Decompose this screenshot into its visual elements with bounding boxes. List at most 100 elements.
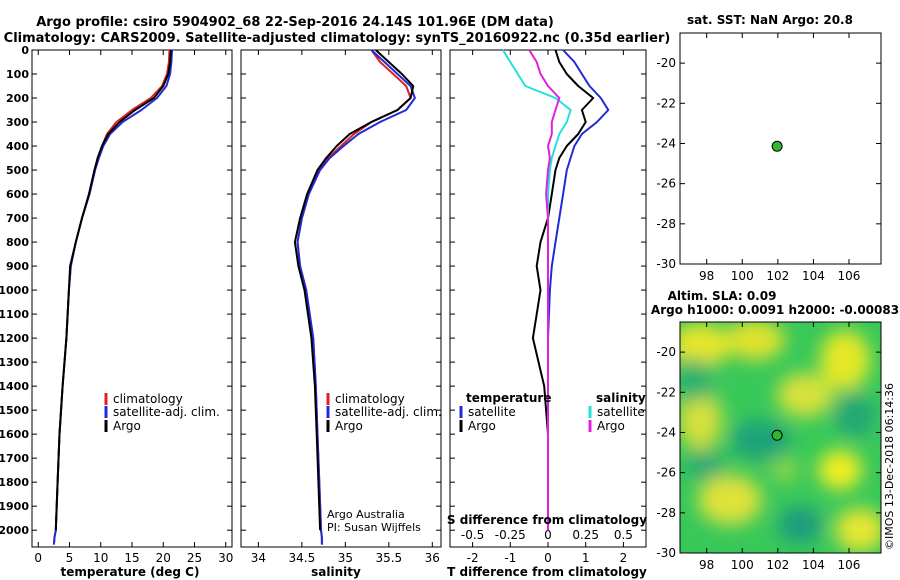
salinity-lines (293, 49, 416, 545)
depth-tick-label: 1900 (0, 500, 29, 513)
sla-map-axes: 98 100 102 104 106 -20 -22 -24 -26 -28 -30 (656, 322, 881, 572)
credit-line-1: Argo Australia (327, 508, 405, 521)
sla-map-x-tick-label: 102 (766, 558, 789, 572)
salinity-x-axis: 34 34.5 35 35.5 36 (241, 49, 441, 565)
location-map-panel: sat. SST: NaN Argo: 20.8 98 100 102 104 106 -… (656, 13, 882, 283)
difference-lines (501, 49, 610, 531)
salinity-tick-label: 35 (338, 551, 353, 565)
depth-tick-label: 1600 (0, 428, 29, 441)
depth-tick-label: 1700 (0, 452, 29, 465)
depth-tick-label: 1800 (0, 476, 29, 489)
imos-credit: ©IMOS 13-Dec-2018 06:14:36 (883, 383, 896, 550)
sla-map-panel: Altim. SLA: 0.09 Argo h1000: 0.0091 h200… (651, 289, 899, 572)
location-map-x-tick-label: 106 (838, 269, 861, 283)
s-difference-tick-label: 0 (544, 528, 552, 542)
sla-blob (820, 330, 870, 390)
location-map-y-tick-label: -24 (656, 136, 676, 150)
difference-panel: -2 -1 0 1 2 -0.5 -0.25 0 0.25 0.5 temperature sa… (447, 49, 647, 579)
legend-title-salinity: salinity (596, 391, 646, 405)
depth-tick-label: 1300 (0, 356, 29, 369)
sla-blob (835, 508, 881, 552)
difference-tick-label: 1 (582, 551, 590, 565)
salinity-panel: 34 34.5 35 35.5 36 climatology satellite-adj… (240, 49, 442, 579)
sla-map-x-tick-label: 100 (731, 558, 754, 572)
sla-map-x-tick-label: 98 (699, 558, 714, 572)
sla-blob (777, 373, 833, 417)
argo-position-marker (771, 429, 783, 441)
salinity-x-label: salinity (311, 565, 361, 579)
depth-tick-label: 2000 (0, 524, 29, 537)
legend-label-satellite: satellite-adj. clim. (113, 405, 220, 419)
sla-map-y-tick-label: -20 (656, 345, 676, 359)
difference-x-axis: -2 -1 0 1 2 (450, 49, 646, 565)
location-map-y-tick-label: -26 (656, 177, 676, 191)
temperature-plot-frame (31, 49, 233, 548)
legend-label-argo: Argo (113, 419, 141, 433)
legend-label-climatology: climatology (113, 392, 183, 406)
series-line-argo (293, 49, 415, 531)
depth-tick-label: 900 (6, 260, 29, 273)
location-map-y-tick-label: -30 (656, 257, 676, 271)
title-line-2: Climatology: CARS2009. Satellite-adjuste… (4, 31, 671, 46)
depth-tick-label: 1100 (0, 308, 29, 321)
location-map-x-tick-label: 98 (699, 269, 714, 283)
sla-blob (680, 358, 713, 402)
difference-tick-label: -1 (504, 551, 516, 565)
salinity-legend: climatology satellite-adj. clim. Argo (326, 392, 442, 433)
sla-blob (818, 450, 862, 490)
sla-map-y-tick-label: -24 (656, 425, 676, 439)
temperature-tick-label: 0 (34, 551, 42, 565)
location-map-y-tick-label: -22 (656, 96, 676, 110)
legend-label-climatology: climatology (335, 392, 405, 406)
salinity-tick-label: 34 (251, 551, 266, 565)
s-difference-label: S difference from climatology (447, 513, 647, 527)
depth-tick-label: 500 (6, 164, 29, 177)
s-difference-tick-label: 0.25 (572, 528, 599, 542)
series-line-t-argo (531, 49, 595, 531)
temperature-tick-label: 5 (66, 551, 74, 565)
salinity-plot-frame (240, 49, 442, 548)
sla-map-y-tick-label: -22 (656, 385, 676, 399)
location-map-points (771, 140, 783, 152)
s-difference-tick-label: -0.5 (461, 528, 484, 542)
sla-blob (835, 393, 875, 437)
sla-map-y-tick-label: -28 (656, 506, 676, 520)
temperature-tick-label: 15 (124, 551, 139, 565)
series-line-argo (54, 49, 172, 531)
sla-map-y-tick-label: -26 (656, 466, 676, 480)
legend-label-argo: Argo (335, 419, 363, 433)
s-difference-tick-label: 0.5 (614, 528, 633, 542)
sla-blobs (680, 322, 881, 552)
sla-map-points (771, 429, 783, 441)
location-map-axes: 98 100 102 104 106 -20 -22 -24 -26 -28 -30 (656, 33, 881, 283)
depth-tick-label: 400 (6, 140, 29, 153)
series-line-s-argo (528, 49, 561, 531)
salinity-tick-label: 36 (425, 551, 440, 565)
sla-map-frame (679, 321, 882, 554)
salinity-difference-axis: -0.5 -0.25 0 0.25 0.5 (461, 528, 633, 542)
depth-tick-label: 100 (6, 68, 29, 81)
depth-tick-label: 700 (6, 212, 29, 225)
temperature-lines (52, 49, 173, 545)
temperature-tick-label: 10 (93, 551, 108, 565)
location-map-y-tick-label: -28 (656, 217, 676, 231)
t-difference-label: T difference from climatology (447, 565, 647, 579)
location-map-y-tick-label: -20 (656, 56, 676, 70)
location-map-title: sat. SST: NaN Argo: 20.8 (687, 13, 853, 27)
legend-label-t-argo: Argo (468, 419, 496, 433)
depth-tick-label: 1400 (0, 380, 29, 393)
depth-tick-label: 1500 (0, 404, 29, 417)
sla-heatmap (680, 322, 881, 553)
temperature-x-label: temperature (deg C) (61, 565, 200, 579)
depth-tick-label: 200 (6, 92, 29, 105)
argo-position-marker (771, 140, 783, 152)
legend-label-s-argo: Argo (597, 419, 625, 433)
location-map-x-tick-label: 100 (731, 269, 754, 283)
difference-tick-label: -2 (467, 551, 479, 565)
sla-title-line-2: Argo h1000: 0.0091 h2000: -0.00083 (651, 303, 899, 317)
depth-tick-label: 0 (21, 44, 29, 57)
salinity-tick-label: 34.5 (289, 551, 316, 565)
sla-title-line-1: Altim. SLA: 0.09 (668, 289, 777, 303)
sla-blob (680, 390, 722, 450)
salinity-tick-label: 35.5 (375, 551, 402, 565)
